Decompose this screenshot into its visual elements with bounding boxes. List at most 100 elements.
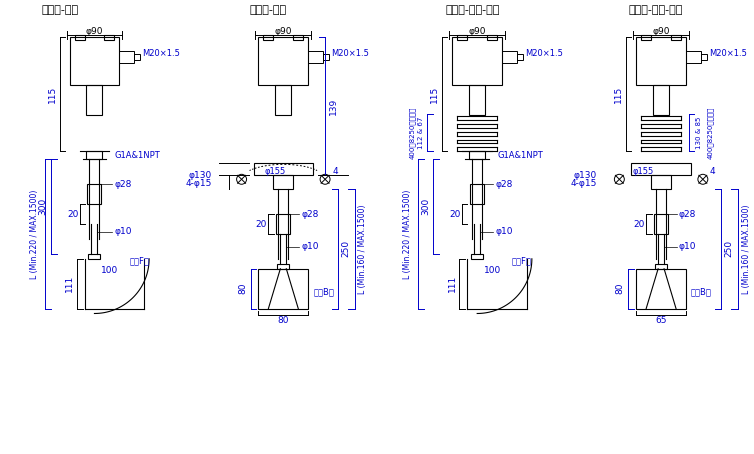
Bar	[653, 85, 669, 115]
Bar	[636, 269, 686, 309]
Bar	[655, 264, 667, 269]
Text: 300: 300	[38, 197, 48, 215]
Text: 叶片F型: 叶片F型	[129, 257, 149, 265]
Text: M20×1.5: M20×1.5	[709, 49, 746, 58]
Text: φ90: φ90	[86, 27, 103, 36]
Text: 111: 111	[448, 275, 457, 292]
Text: 65: 65	[655, 316, 667, 325]
Bar	[87, 184, 101, 204]
Text: 80: 80	[616, 283, 625, 294]
Text: φ90: φ90	[274, 27, 292, 36]
Bar	[487, 35, 497, 40]
Bar	[87, 152, 103, 159]
Bar	[471, 254, 483, 259]
Text: 111: 111	[65, 275, 74, 292]
Text: M20×1.5: M20×1.5	[525, 49, 562, 58]
Text: φ130: φ130	[573, 171, 596, 180]
Text: 80: 80	[277, 316, 289, 325]
Text: 115: 115	[430, 86, 439, 104]
Text: 叶片B型: 叶片B型	[313, 287, 334, 296]
Text: φ28: φ28	[302, 210, 319, 218]
Text: 4-φ15: 4-φ15	[185, 179, 212, 188]
Text: 保护型-法兰-高温: 保护型-法兰-高温	[629, 5, 683, 15]
Text: φ28: φ28	[115, 180, 132, 189]
Text: φ90: φ90	[652, 27, 670, 36]
Bar	[119, 51, 134, 63]
Text: 保护型-螺纹: 保护型-螺纹	[41, 5, 78, 15]
Text: 400及8250度基板片: 400及8250度基板片	[409, 106, 416, 159]
Bar	[651, 175, 671, 189]
Text: 400及8250度基板片: 400及8250度基板片	[707, 106, 714, 159]
Bar	[277, 264, 290, 269]
Bar	[75, 35, 84, 40]
Text: φ10: φ10	[115, 227, 132, 237]
Bar	[469, 85, 485, 115]
Text: φ10: φ10	[495, 227, 513, 237]
Text: 叶片B型: 叶片B型	[691, 287, 712, 296]
Text: 4: 4	[710, 167, 716, 176]
Bar	[274, 175, 293, 189]
Bar	[701, 54, 706, 60]
Bar	[69, 37, 119, 85]
Bar	[87, 85, 103, 115]
Bar	[88, 254, 100, 259]
Text: 叶片F型: 叶片F型	[512, 257, 532, 265]
Text: φ28: φ28	[495, 180, 513, 189]
Text: 139: 139	[329, 98, 338, 115]
Bar	[686, 51, 701, 63]
Bar	[469, 152, 485, 159]
Text: φ155: φ155	[633, 167, 654, 176]
Text: L (Min.220 / MAX.1500): L (Min.220 / MAX.1500)	[403, 189, 412, 279]
Text: L (Min.220 / MAX.1500): L (Min.220 / MAX.1500)	[30, 189, 39, 279]
Bar	[502, 51, 517, 63]
Bar	[134, 54, 140, 60]
Bar	[308, 51, 323, 63]
Bar	[263, 35, 274, 40]
Bar	[277, 214, 290, 234]
Bar	[259, 269, 308, 309]
Text: φ10: φ10	[679, 242, 697, 252]
Bar	[293, 35, 303, 40]
Bar	[631, 163, 691, 175]
Bar	[636, 37, 686, 85]
Text: L (Min.160 / MAX.1500): L (Min.160 / MAX.1500)	[742, 204, 751, 294]
Text: φ10: φ10	[302, 242, 319, 252]
Text: φ155: φ155	[265, 167, 286, 176]
Text: L (Min.160 / MAX.1500): L (Min.160 / MAX.1500)	[358, 204, 367, 294]
Text: 4: 4	[333, 167, 338, 176]
Text: 保护型-螺纹-高温: 保护型-螺纹-高温	[445, 5, 499, 15]
Text: 100: 100	[101, 266, 118, 275]
Bar	[641, 35, 651, 40]
Bar	[452, 37, 502, 85]
Bar	[259, 37, 308, 85]
Bar	[671, 35, 681, 40]
Text: 112 & 67: 112 & 67	[418, 116, 424, 149]
Text: φ130: φ130	[188, 171, 212, 180]
Text: 20: 20	[633, 220, 645, 228]
Text: M20×1.5: M20×1.5	[143, 49, 180, 58]
Text: φ90: φ90	[468, 27, 486, 36]
Text: 20: 20	[67, 210, 78, 218]
Text: 250: 250	[342, 240, 351, 257]
Text: 300: 300	[421, 197, 430, 215]
Text: 80: 80	[238, 283, 247, 294]
Text: 115: 115	[48, 86, 57, 104]
Bar	[517, 54, 523, 60]
Text: G1A&1NPT: G1A&1NPT	[115, 151, 160, 160]
Text: 115: 115	[614, 86, 623, 104]
Bar	[323, 54, 329, 60]
Text: M20×1.5: M20×1.5	[331, 49, 369, 58]
Bar	[654, 214, 668, 234]
Bar	[104, 35, 115, 40]
Text: 250: 250	[724, 240, 733, 257]
Text: 4-φ15: 4-φ15	[570, 179, 596, 188]
Bar	[275, 85, 291, 115]
Bar	[470, 184, 484, 204]
Text: 保护型-法兰: 保护型-法兰	[250, 5, 287, 15]
Text: 20: 20	[449, 210, 461, 218]
Text: φ28: φ28	[679, 210, 697, 218]
Text: 130 & 85: 130 & 85	[696, 116, 702, 149]
Bar	[458, 35, 467, 40]
Text: 20: 20	[256, 220, 267, 228]
Text: G1A&1NPT: G1A&1NPT	[497, 151, 543, 160]
